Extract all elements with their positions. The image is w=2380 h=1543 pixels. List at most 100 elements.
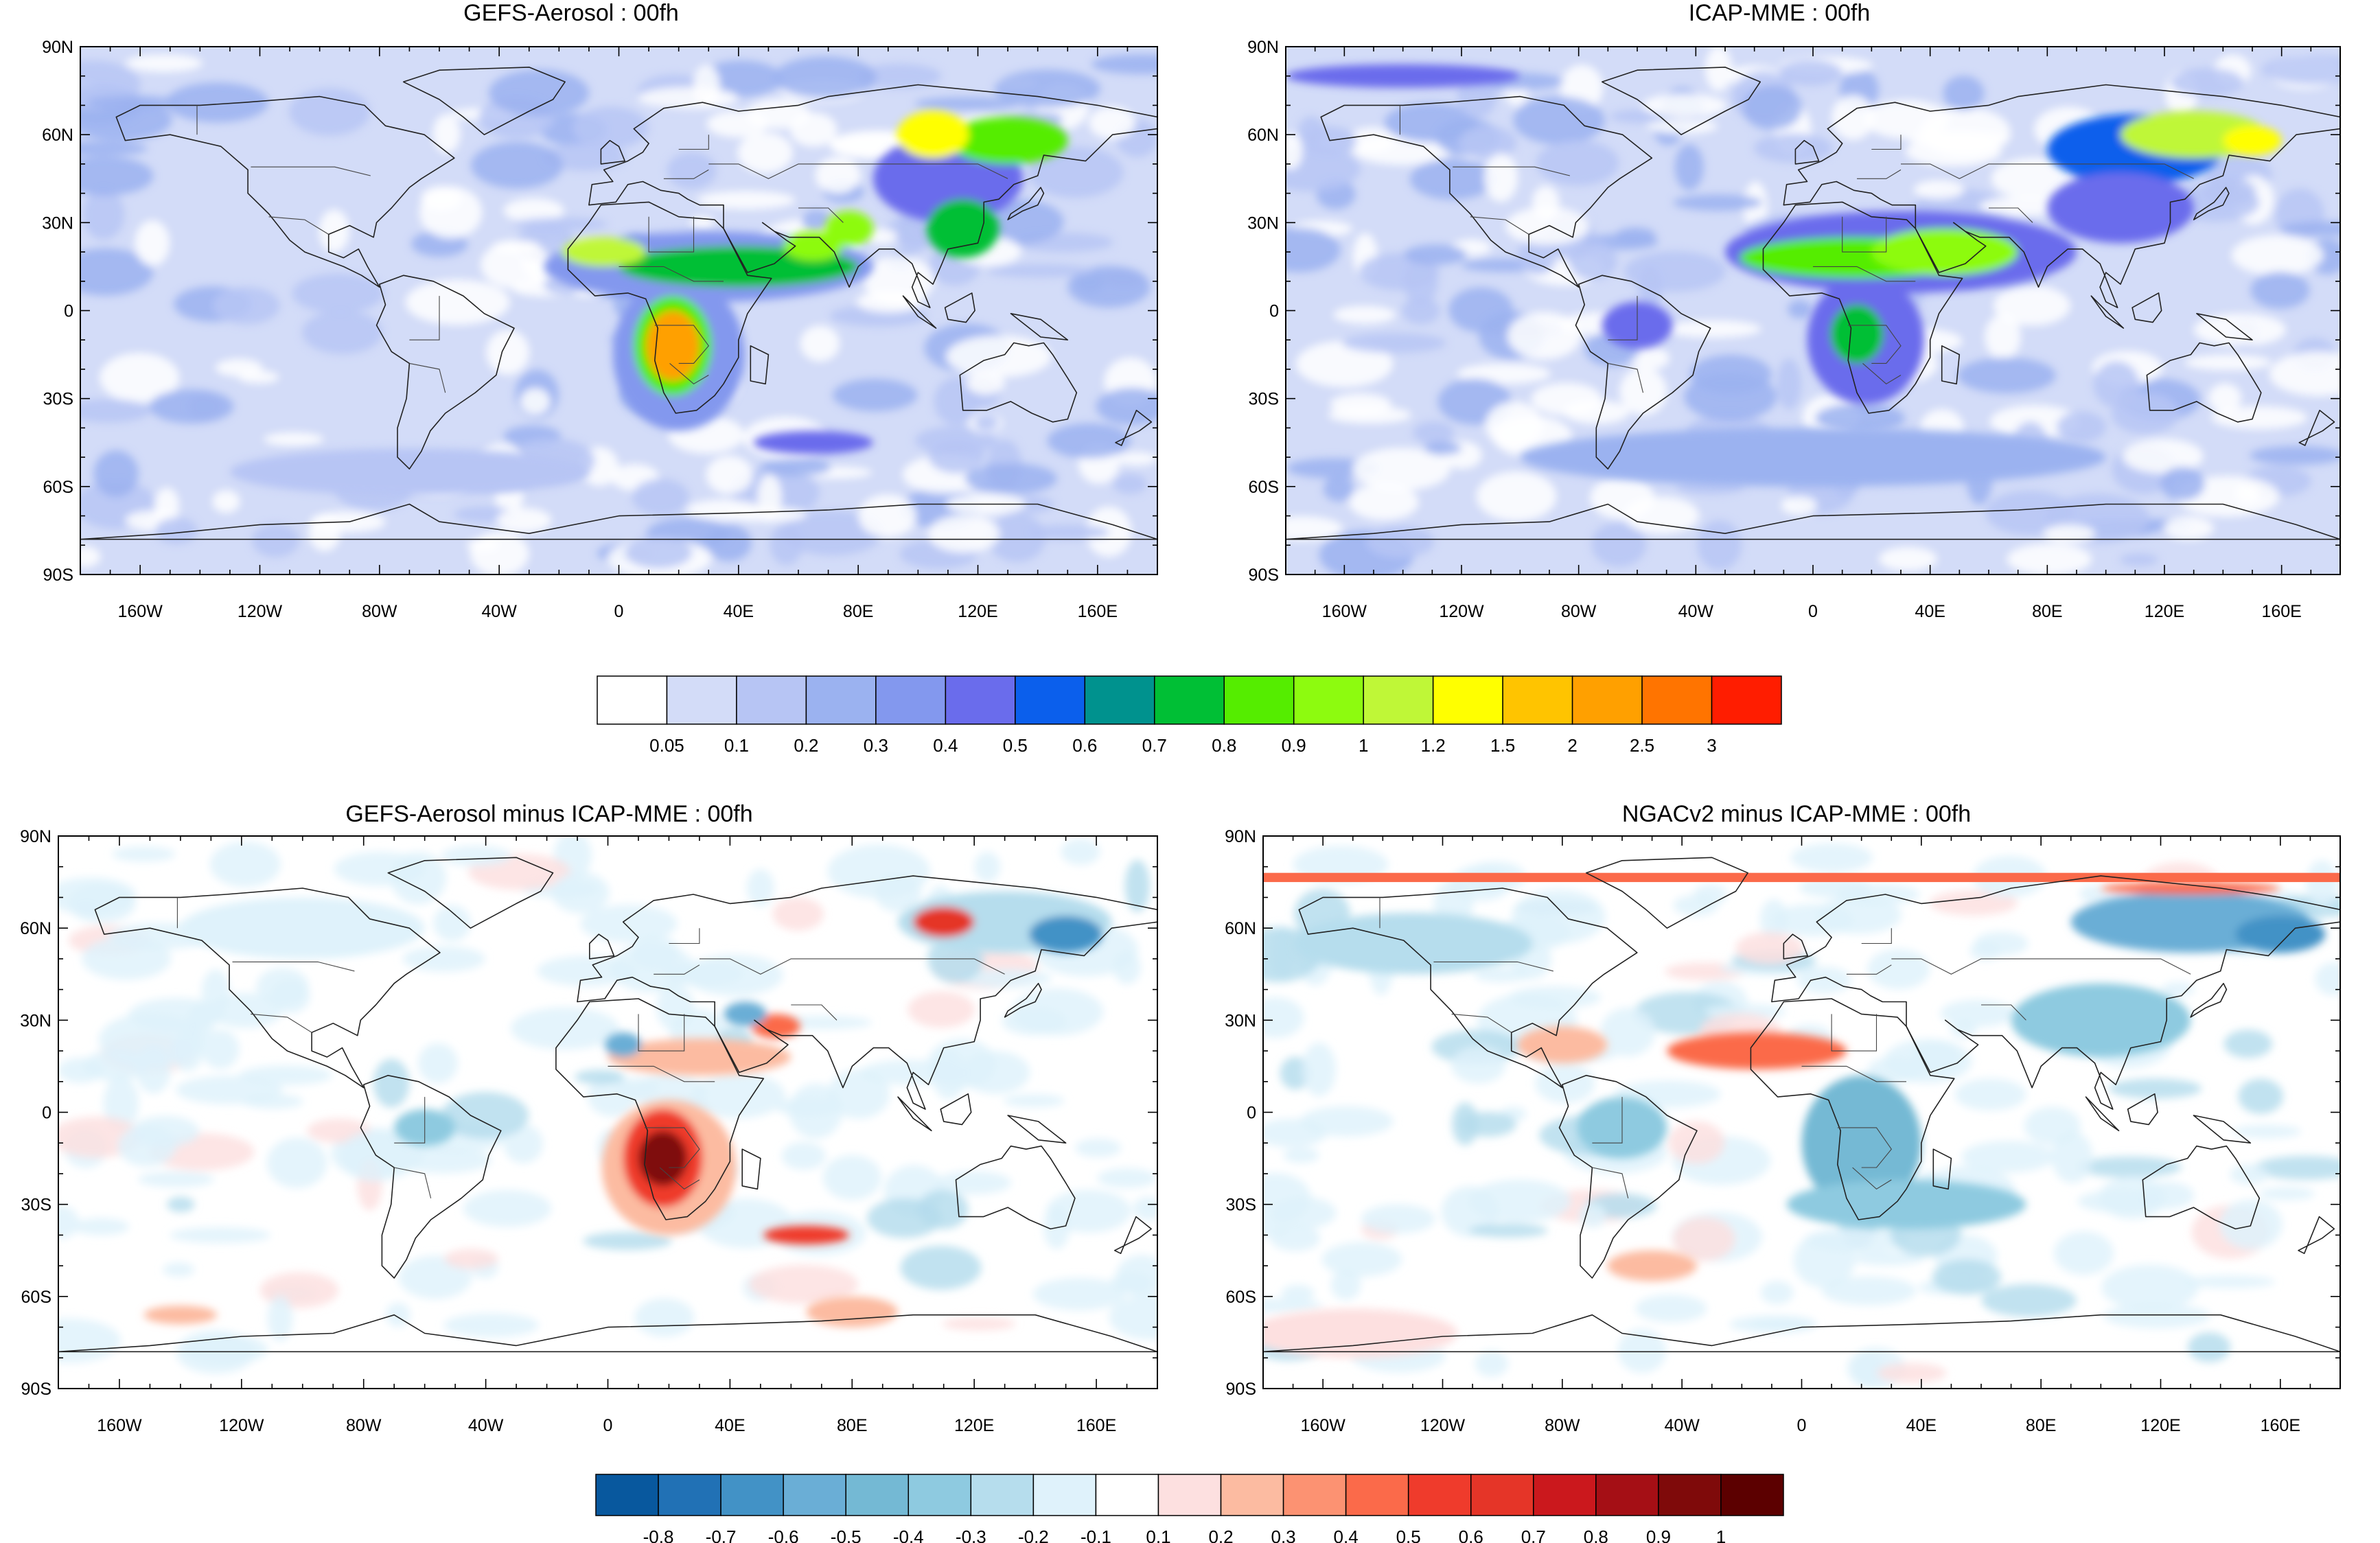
- colorbar-label: 3: [1707, 735, 1716, 756]
- colorbar-swatch: [1293, 675, 1364, 725]
- colorbar-label: -0.5: [831, 1527, 862, 1543]
- colorbar-label: -0.3: [956, 1527, 986, 1543]
- colorbar-swatch: [1154, 675, 1225, 725]
- colorbar-swatch: [666, 675, 737, 725]
- lon-tick-label: 40E: [1906, 1416, 1937, 1435]
- colorbar-swatch: [1223, 675, 1295, 725]
- colorbar-label: 0.4: [1334, 1527, 1359, 1543]
- colorbar-swatch: [908, 1474, 972, 1516]
- axis-ticks: 160W 120W 80W 40W 0 40E 80E 120E 160E 90N 60N 30N 0 3…: [1247, 38, 2341, 621]
- lat-tick-label: 90S: [43, 566, 73, 585]
- lat-tick-label: 60S: [1226, 1288, 1256, 1307]
- colorbar-swatch: [658, 1474, 721, 1516]
- lon-tick-label: 0: [1797, 1416, 1807, 1435]
- axis-ticks: 160W 120W 80W 40W 0 40E 80E 120E 160E 90N 60N 30N 0 3…: [42, 38, 1158, 621]
- colorbar-label: -0.1: [1081, 1527, 1111, 1543]
- lat-tick-label: 30S: [21, 1196, 51, 1215]
- lat-tick-label: 60S: [1249, 478, 1279, 497]
- panel-title: ICAP-MME : 00fh: [1689, 0, 1871, 26]
- colorbar-label: 0.3: [864, 735, 888, 756]
- colorbar-swatch: [1720, 1474, 1784, 1516]
- lon-tick-label: 0: [614, 602, 624, 621]
- colorbar-swatch: [805, 675, 877, 725]
- lon-tick-label: 120W: [1420, 1416, 1466, 1435]
- colorbar-label: 0.9: [1646, 1527, 1671, 1543]
- difference-field: [1263, 836, 2340, 1389]
- panel-gefs-aerosol: GEFS-Aerosol : 00fh 160W 120W 80W 40W 0 40E 80…: [42, 0, 1158, 621]
- lon-tick-label: 80E: [2032, 602, 2062, 621]
- colorbar-swatch: [1432, 675, 1503, 725]
- aod-field: [1286, 47, 2340, 575]
- coastline-map: [1286, 67, 2340, 540]
- lat-tick-label: 90S: [1249, 566, 1279, 585]
- colorbar-label: -0.4: [893, 1527, 924, 1543]
- colorbar-label: 0.05: [649, 735, 684, 756]
- lat-tick-label: 30N: [1247, 213, 1279, 233]
- lon-tick-label: 120E: [954, 1416, 994, 1435]
- colorbar-swatch: [736, 675, 807, 725]
- axis-ticks: 160W 120W 80W 40W 0 40E 80E 120E 160E 90N 60N 30N 0 3…: [1225, 827, 2341, 1435]
- lat-tick-label: 30S: [1226, 1196, 1256, 1215]
- colorbar-swatch: [1658, 1474, 1722, 1516]
- colorbar-label: 0.2: [794, 735, 818, 756]
- lon-tick-label: 40W: [481, 602, 517, 621]
- colorbar-label: -0.6: [768, 1527, 799, 1543]
- colorbar-label: 2.5: [1630, 735, 1654, 756]
- colorbar-label: 2: [1567, 735, 1577, 756]
- colorbar-label: 1: [1359, 735, 1368, 756]
- colorbar-label: 0.9: [1282, 735, 1306, 756]
- colorbar-swatch: [875, 675, 947, 725]
- lat-tick-label: 60S: [43, 478, 73, 497]
- lon-tick-label: 120W: [219, 1416, 264, 1435]
- lon-tick-label: 40E: [724, 602, 754, 621]
- lon-tick-label: 160W: [1301, 1416, 1346, 1435]
- lat-tick-label: 30N: [20, 1011, 51, 1030]
- colorbar-label: 1: [1716, 1527, 1726, 1543]
- lat-tick-label: 30N: [42, 213, 73, 233]
- lat-tick-label: 60N: [20, 919, 51, 938]
- colorbar-swatch: [1282, 1474, 1347, 1516]
- colorbar-swatch: [1220, 1474, 1284, 1516]
- lon-tick-label: 0: [1808, 602, 1818, 621]
- colorbar-swatch: [597, 675, 668, 725]
- lat-tick-label: 60N: [1247, 126, 1279, 145]
- panel-title: GEFS-Aerosol : 00fh: [463, 0, 679, 26]
- lat-tick-label: 0: [1269, 302, 1279, 321]
- lon-tick-label: 120E: [958, 602, 997, 621]
- colorbar-label: 0.4: [933, 735, 958, 756]
- colorbar-label: -0.7: [706, 1527, 737, 1543]
- lat-tick-label: 60N: [1225, 919, 1256, 938]
- aod-colorbar: 0.05 0.1 0.2 0.3 0.4 0.5 0.6 0.7 0.8 0.9 1 1.2 1.5 2 2…: [597, 675, 1782, 756]
- colorbar-swatch: [1595, 1474, 1659, 1516]
- colorbar-label: 0.5: [1003, 735, 1028, 756]
- lat-tick-label: 30S: [1249, 390, 1279, 409]
- colorbar-label: 0.8: [1584, 1527, 1608, 1543]
- colorbar-swatch: [1363, 675, 1434, 725]
- colorbar-label: -0.8: [643, 1527, 674, 1543]
- colorbar-swatch: [945, 675, 1016, 725]
- colorbar-label: 1.5: [1490, 735, 1515, 756]
- colorbar-label: -0.2: [1018, 1527, 1049, 1543]
- panel-title: GEFS-Aerosol minus ICAP-MME : 00fh: [345, 801, 752, 827]
- lon-tick-label: 120E: [2145, 602, 2184, 621]
- lon-tick-label: 160E: [2261, 1416, 2300, 1435]
- colorbar-label: 0.1: [1146, 1527, 1170, 1543]
- lat-tick-label: 90S: [1226, 1380, 1256, 1399]
- lat-tick-label: 0: [64, 302, 73, 321]
- lat-tick-label: 90N: [1247, 38, 1279, 57]
- coastline-map: [58, 857, 1157, 1353]
- colorbar-swatch: [1711, 675, 1782, 725]
- lon-tick-label: 40W: [468, 1416, 504, 1435]
- lon-tick-label: 80W: [346, 1416, 382, 1435]
- colorbar-swatch: [1533, 1474, 1597, 1516]
- colorbar-label: 0.7: [1142, 735, 1167, 756]
- lon-tick-label: 80W: [1561, 602, 1597, 621]
- colorbar-swatch: [1032, 1474, 1097, 1516]
- lon-tick-label: 160E: [1078, 602, 1118, 621]
- panel-ngacv2-minus-icap: NGACv2 minus ICAP-MME : 00fh 160W 120W 80W…: [1225, 801, 2341, 1435]
- lat-tick-label: 60S: [21, 1288, 51, 1307]
- lon-tick-label: 80W: [362, 602, 397, 621]
- colorbar-label: 0.8: [1212, 735, 1236, 756]
- lon-tick-label: 120W: [238, 602, 283, 621]
